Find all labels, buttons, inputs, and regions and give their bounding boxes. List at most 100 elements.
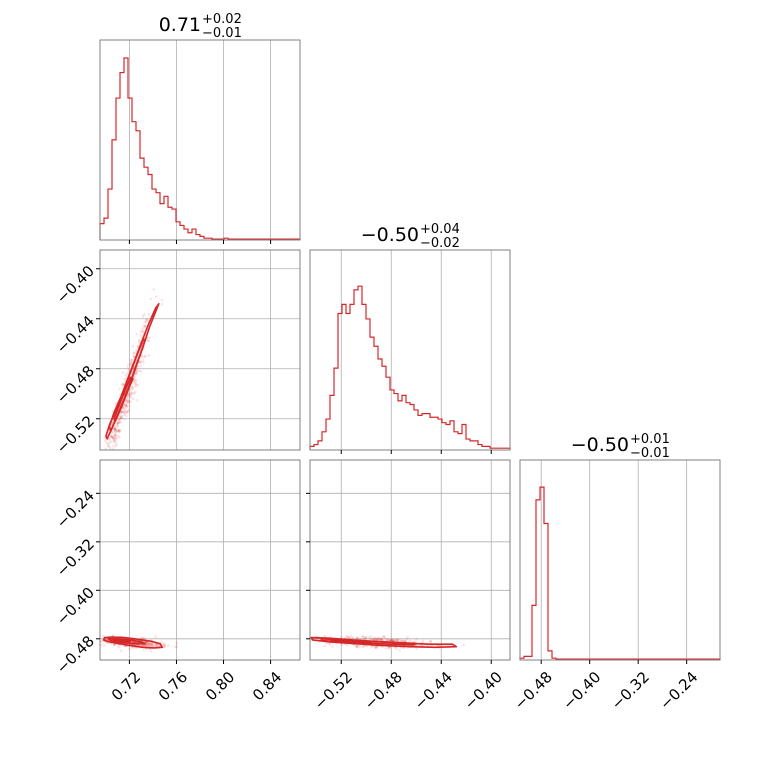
title-param-2-plus: +0.01 [630, 432, 670, 447]
scatter-point [120, 410, 123, 414]
scatter-point [112, 439, 116, 442]
scatter-point [383, 635, 387, 639]
scatter-point [372, 638, 375, 641]
scatter-point [102, 634, 105, 638]
scatter-point [147, 354, 151, 357]
scatter-point [114, 438, 118, 441]
scatter-point [124, 414, 128, 418]
xtick-label: 0.72 [108, 668, 144, 704]
scatter-point [390, 638, 394, 641]
scatter-point [151, 643, 155, 647]
scatter-point [119, 415, 123, 419]
ytick-label: −0.32 [53, 535, 98, 580]
scatter-point [394, 638, 397, 642]
scatter-point [361, 635, 365, 638]
scatter-point [141, 315, 145, 318]
scatter-point [391, 639, 394, 642]
scatter-point [355, 636, 359, 639]
scatter-point [414, 640, 417, 643]
scatter-point [112, 427, 116, 431]
scatter-point [358, 645, 362, 649]
scatter-point [130, 358, 134, 362]
scatter-point [124, 407, 127, 410]
scatter-point [372, 636, 376, 640]
scatter-point [349, 634, 353, 638]
scatter-point [123, 410, 127, 413]
scatter-point [103, 436, 106, 439]
scatter-point [380, 638, 384, 641]
scatter-point [111, 431, 114, 435]
scatter-point [377, 637, 381, 641]
scatter-point [125, 399, 129, 403]
scatter-point [144, 643, 148, 647]
scatter-point [136, 367, 139, 371]
scatter-point [347, 636, 351, 640]
scatter-point [132, 352, 135, 355]
scatter-point [143, 313, 146, 317]
scatter-point [389, 638, 392, 642]
scatter-point [118, 436, 121, 439]
scatter-point [155, 295, 158, 298]
title-param-1: −0.50 [361, 224, 419, 246]
scatter-point [400, 640, 404, 643]
scatter-point [113, 426, 117, 430]
scatter-point [138, 360, 142, 364]
scatter-point [130, 388, 133, 391]
scatter-point [114, 436, 117, 440]
scatter-point [370, 635, 373, 638]
scatter-point [122, 382, 126, 386]
scatter-point [133, 392, 136, 395]
scatter-point [394, 638, 397, 642]
scatter-point [150, 642, 153, 646]
scatter-point [135, 369, 139, 373]
scatter-point [351, 636, 355, 639]
scatter-point [396, 637, 400, 641]
scatter-point [361, 645, 365, 649]
scatter-point [118, 428, 121, 432]
scatter-point [138, 361, 141, 364]
scatter-point [387, 639, 390, 642]
ytick-label: −0.40 [53, 262, 98, 307]
scatter-point [120, 410, 124, 413]
scatter-point [388, 638, 392, 642]
scatter-point [122, 405, 126, 408]
scatter-point [368, 636, 371, 639]
scatter-point [114, 429, 117, 432]
scatter-point [327, 642, 331, 645]
scatter-point [123, 403, 126, 407]
scatter-point [139, 370, 143, 373]
scatter-point [113, 428, 117, 432]
scatter-point [118, 420, 121, 423]
scatter-point [154, 643, 157, 646]
scatter-point [135, 378, 138, 382]
scatter-point [128, 363, 132, 367]
panel-frame [309, 459, 511, 661]
scatter-point [390, 638, 393, 642]
scatter-point [115, 443, 118, 446]
xtick-label: −0.48 [361, 668, 406, 713]
scatter-point [369, 637, 373, 641]
scatter-point [387, 646, 391, 649]
xtick-label: 0.76 [155, 668, 191, 704]
panel-frame [99, 459, 301, 661]
scatter-point [150, 642, 153, 646]
scatter-point [134, 383, 138, 387]
scatter-point [116, 421, 119, 425]
scatter-point [146, 643, 149, 647]
scatter-point [117, 646, 120, 649]
scatter-point [124, 403, 128, 406]
scatter-point [116, 424, 119, 428]
scatter-point [139, 360, 143, 364]
scatter-point [462, 643, 466, 647]
scatter-point [421, 639, 425, 643]
scatter-point [135, 349, 138, 353]
scatter-point [323, 644, 327, 648]
scatter-point [129, 394, 132, 398]
scatter-point [175, 645, 179, 649]
ytick-label: −0.40 [53, 584, 98, 629]
scatter-point [428, 640, 432, 643]
scatter-point [126, 372, 129, 375]
scatter-point [163, 645, 167, 649]
scatter-point [135, 371, 138, 375]
scatter-point [174, 645, 177, 649]
